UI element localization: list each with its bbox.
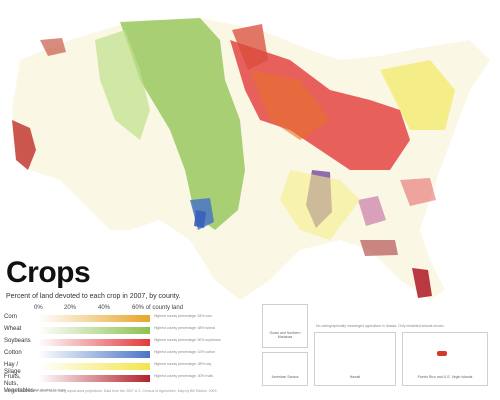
hay-east (380, 60, 455, 130)
scale-tick-1: 20% (64, 305, 77, 311)
legend-color-bar (38, 375, 150, 382)
legend-note: Highest county percentage: 42% cotton (154, 350, 216, 354)
washington-fruit (40, 38, 66, 56)
wheat-belt (120, 18, 245, 230)
legend-footnote: Percent of county land devoted to crops (4, 388, 66, 392)
inset-guam-label: Guam and Northern Marianas (269, 331, 301, 339)
inset-guam: Guam and Northern Marianas (262, 304, 308, 348)
california-central-valley (12, 120, 36, 170)
legend-row: Corn Highest county percentage: 64% corn (4, 314, 304, 324)
legend-row: Soybeans Highest county percentage: 50% s… (4, 338, 304, 348)
legend-label: Cotton (4, 350, 22, 356)
inset-hawaii: Hawaii (314, 332, 396, 386)
scale-tick-0: 0% (34, 305, 43, 311)
wheat-belt-light (95, 30, 150, 140)
inset-puerto-rico-label: Puerto Rico and U.S. Virgin Islands (417, 375, 473, 379)
puerto-rico-mark (437, 351, 447, 356)
florida-fruits (412, 268, 432, 298)
scale-tick-3: 60% of county land (132, 305, 184, 311)
plains-blue (194, 210, 206, 228)
minnesota-soy (232, 24, 268, 70)
legend-color-bar (38, 327, 150, 334)
legend-note: Highest county percentage: 30% fruits (154, 374, 214, 378)
legend-row: Cotton Highest county percentage: 42% cot… (4, 350, 304, 360)
legend-color-bar (38, 315, 150, 322)
carolina-mix (400, 178, 436, 206)
legend-note: Highest county percentage: 64% corn (154, 314, 213, 318)
gulf-coast (360, 240, 398, 256)
legend-row: Hay / Silage Highest county percentage: 3… (4, 362, 304, 375)
legend-row: Wheat Highest county percentage: 48% whea… (4, 326, 304, 336)
southeast-cotton (358, 196, 386, 226)
legend-note: Highest county percentage: 38% hay (154, 362, 212, 366)
legend-color-bar (38, 351, 150, 358)
map-subtitle: Percent of land devoted to each crop in … (6, 293, 181, 300)
legend-color-bar (38, 339, 150, 346)
inset-hawaii-label: Hawaii (349, 375, 361, 379)
map-footer: All maps shown at the same scale using e… (4, 389, 218, 393)
legend-label: Fruits, Nuts, Vegetables (4, 374, 34, 394)
legend-label: Corn (4, 314, 18, 320)
inset-samoa: American Samoa (262, 352, 308, 386)
legend-label: Wheat (4, 326, 22, 332)
legend-label: Hay / Silage (4, 362, 21, 375)
inset-samoa-label: American Samoa (271, 375, 299, 379)
alaska-note: No cartographically meaningful agricultu… (316, 324, 445, 328)
inset-puerto-rico: Puerto Rico and U.S. Virgin Islands (402, 332, 488, 386)
legend-color-bar (38, 363, 150, 370)
map-title: Crops (6, 256, 91, 289)
legend-note: Highest county percentage: 50% soybeans (154, 338, 221, 342)
corn-belt-orange (250, 70, 330, 140)
scale-tick-2: 40% (98, 305, 111, 311)
legend-label: Soybeans (4, 338, 31, 344)
scale-ticks: 0% 20% 40% 60% of county land (34, 305, 184, 313)
legend-row: Fruits, Nuts, Vegetables Highest county p… (4, 374, 304, 394)
corn-belt (230, 40, 410, 170)
hay-south (280, 170, 360, 240)
legend-note: Highest county percentage: 48% wheat (154, 326, 215, 330)
